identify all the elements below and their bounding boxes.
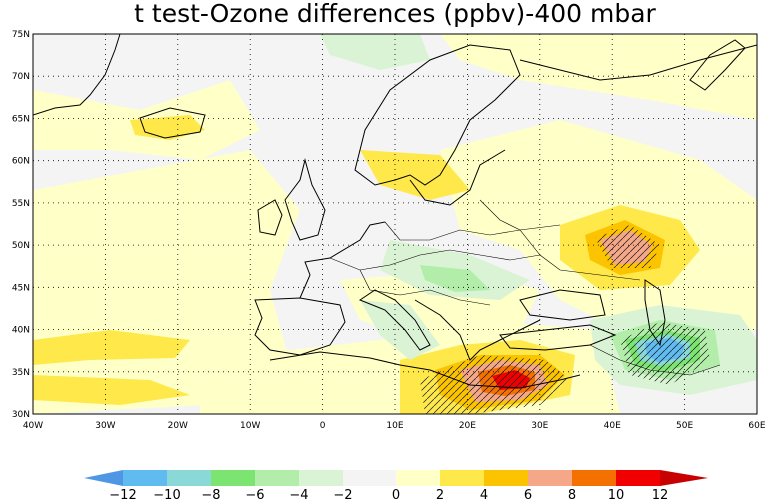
border-alps-balkans — [359, 269, 491, 306]
field-norway-sea-minus2 — [320, 34, 430, 70]
colorbar-segment — [123, 470, 167, 486]
colorbar-segment — [167, 470, 211, 486]
map-frame — [32, 33, 758, 415]
x-tick-label: 10E — [386, 421, 403, 431]
colorbar-high-extension — [660, 470, 708, 486]
colorbar-label: 12 — [652, 488, 669, 502]
field-iceland-plus4 — [130, 115, 205, 140]
colorbar-label: 8 — [568, 488, 576, 502]
coast-caspian — [644, 279, 666, 347]
field-greenland-sea-plus2 — [440, 34, 757, 120]
coast-iberia — [254, 297, 346, 356]
y-tick-label: 40N — [12, 326, 30, 336]
coast-italy — [358, 289, 431, 351]
x-axis-ticks: 40W 30W 20W 10W 0 10E 20E 30E 40E 50E 60… — [23, 421, 766, 431]
x-tick-label: 40E — [604, 421, 621, 431]
x-tick-label: 20E — [459, 421, 476, 431]
map-gridlines — [33, 34, 757, 414]
colorbar-segment — [440, 470, 484, 486]
colorbar-segment — [484, 470, 528, 486]
colorbar-segment — [343, 470, 396, 486]
coast-baltic — [409, 149, 506, 206]
colorbar-label: 4 — [480, 488, 488, 502]
field-central-europe-minus4 — [420, 265, 490, 292]
coast-novaya-zemlya — [689, 39, 746, 91]
x-tick-label: 20W — [168, 421, 188, 431]
map-area — [33, 34, 757, 414]
colorbar-segment — [572, 470, 616, 486]
colorbar-label: −4 — [289, 488, 308, 502]
map-title: t test-Ozone differences (ppbv)-400 mbar — [134, 0, 656, 28]
y-tick-label: 30N — [12, 410, 30, 420]
hatch-mediterranean — [420, 355, 570, 414]
x-tick-label: 40W — [23, 421, 43, 431]
coast-greenland — [33, 34, 121, 116]
colorbar-label: −8 — [201, 488, 220, 502]
colorbar-segment — [396, 470, 440, 486]
coast-black-sea — [519, 289, 606, 321]
colorbar-labels: −12 −10 −8 −6 −4 −2 0 2 4 6 8 10 12 — [109, 488, 668, 502]
colorbar-label: −6 — [245, 488, 264, 502]
x-tick-label: 0 — [320, 421, 326, 431]
y-tick-label: 50N — [12, 241, 30, 251]
colorbar-label: −12 — [109, 488, 136, 502]
coast-north-africa — [269, 351, 581, 389]
border-central-europe — [329, 249, 541, 271]
coast-scandinavia — [354, 44, 521, 186]
coast-arctic — [519, 44, 757, 81]
coastlines — [33, 34, 757, 389]
y-axis-ticks: 30N 35N 40N 45N 50N 55N 60N 65N 70N 75N — [12, 30, 30, 420]
x-tick-label: 10W — [240, 421, 260, 431]
border-middle-east — [589, 344, 721, 376]
field-italy-minus2 — [360, 300, 440, 360]
y-tick-label: 55N — [12, 199, 30, 209]
colorbar-segment — [528, 470, 572, 486]
x-tick-label: 60E — [748, 421, 765, 431]
y-tick-label: 45N — [12, 283, 30, 293]
y-tick-label: 65N — [12, 114, 30, 124]
colorbar-segment — [616, 470, 660, 486]
colorbar-label: −2 — [333, 488, 352, 502]
colorbar-low-extension — [84, 470, 123, 486]
x-tick-label: 30E — [531, 421, 548, 431]
coast-ireland — [257, 199, 283, 236]
field-atlantic-south-plus4 — [33, 375, 190, 405]
y-tick-label: 75N — [12, 30, 30, 40]
y-tick-label: 70N — [12, 72, 30, 82]
hatch-middle-east — [620, 322, 710, 385]
y-tick-label: 35N — [12, 368, 30, 378]
field-atlantic-band-plus4 — [33, 330, 190, 365]
colorbar-segment — [299, 470, 343, 486]
significance-hatching — [420, 225, 710, 414]
coast-balkans-greece — [414, 299, 541, 361]
hatch-caspian-north — [595, 225, 660, 268]
colorbar-label: 6 — [524, 488, 532, 502]
colorbar-segment — [211, 470, 255, 486]
colorbar-label: 10 — [608, 488, 625, 502]
x-tick-label: 50E — [676, 421, 693, 431]
coast-turkey — [499, 324, 617, 351]
coast-great-britain — [284, 158, 326, 241]
field-baltic-plus4 — [360, 150, 470, 200]
colorbar-label: 2 — [436, 488, 444, 502]
colorbar-segment — [255, 470, 299, 486]
y-tick-label: 60N — [12, 157, 30, 167]
colorbar-label: 0 — [392, 488, 400, 502]
colorbar-label: −10 — [153, 488, 180, 502]
colorbar — [84, 470, 708, 486]
x-tick-label: 30W — [95, 421, 115, 431]
coast-iceland — [139, 107, 206, 139]
